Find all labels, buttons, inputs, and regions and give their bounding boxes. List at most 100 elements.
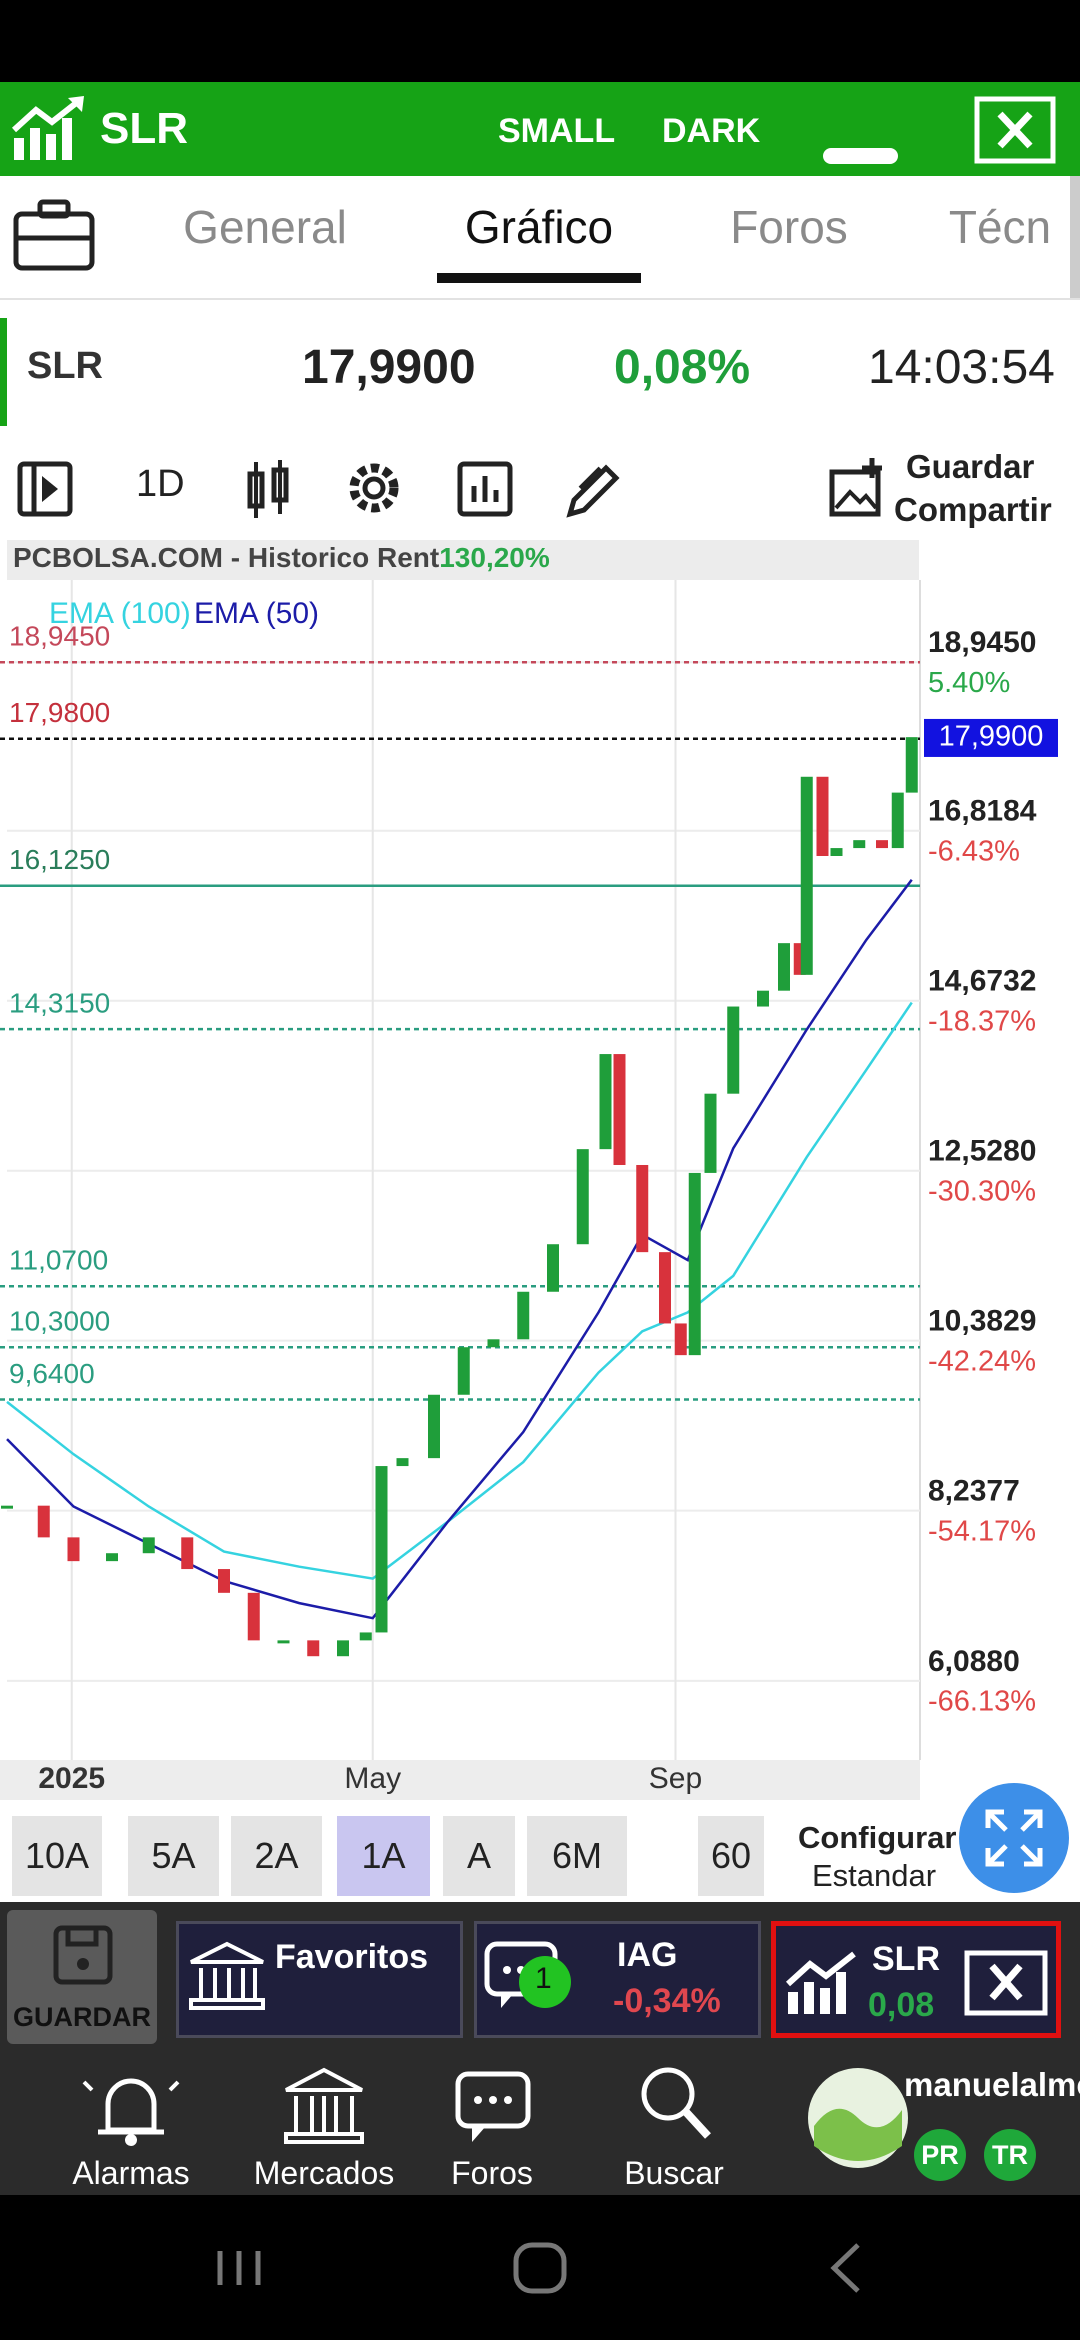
indicators-icon[interactable] bbox=[457, 461, 513, 517]
config-title[interactable]: Configurar bbox=[798, 1820, 957, 1855]
nav-item[interactable]: Mercados bbox=[253, 2155, 395, 2191]
y-tick-change: -66.13% bbox=[928, 1686, 1036, 1718]
close-ticker[interactable] bbox=[964, 1950, 1048, 2016]
period-button[interactable]: 10A bbox=[12, 1816, 102, 1896]
logo-icon bbox=[785, 1951, 856, 2014]
candle bbox=[704, 1093, 717, 1173]
avatar[interactable] bbox=[806, 2066, 910, 2170]
system-nav bbox=[0, 2195, 1080, 2340]
candle bbox=[891, 792, 904, 849]
period-button[interactable]: 1A bbox=[337, 1816, 430, 1896]
quote-marker bbox=[0, 318, 7, 426]
level-label: 16,1250 bbox=[9, 844, 110, 875]
tab[interactable]: Gráfico bbox=[464, 201, 614, 253]
tab[interactable]: Técn bbox=[948, 201, 1052, 253]
ticker-change: -0,34% bbox=[613, 1982, 721, 2020]
nav-icons bbox=[82, 2067, 711, 2146]
size-option[interactable]: SMALL bbox=[498, 112, 616, 150]
header-symbol: SLR bbox=[100, 104, 188, 153]
quote-price: 17,9900 bbox=[302, 341, 476, 394]
candle bbox=[487, 1339, 500, 1348]
candle bbox=[337, 1640, 349, 1657]
save-button[interactable]: GUARDAR bbox=[7, 1910, 157, 2044]
nav-item[interactable]: Buscar bbox=[624, 2155, 724, 2191]
scroll-edge bbox=[1070, 176, 1080, 298]
tab[interactable]: Foros bbox=[730, 201, 848, 253]
badge[interactable]: TR bbox=[984, 2129, 1036, 2181]
draw-icon[interactable] bbox=[566, 464, 620, 518]
recents-button[interactable] bbox=[217, 2251, 261, 2285]
forum-icon bbox=[484, 1941, 571, 2008]
nav-item[interactable]: Alarmas bbox=[72, 2155, 190, 2191]
level-label: 18,9450 bbox=[9, 621, 110, 652]
candle bbox=[517, 1291, 530, 1340]
quote-symbol: SLR bbox=[27, 345, 103, 387]
x-axis-bg bbox=[0, 1760, 920, 1800]
y-tick-change: -42.24% bbox=[928, 1345, 1036, 1377]
logo-icon bbox=[11, 96, 84, 160]
candle bbox=[757, 990, 769, 1007]
config-value[interactable]: Estandar bbox=[812, 1858, 937, 1893]
candles-icon[interactable] bbox=[247, 460, 289, 518]
home-button[interactable] bbox=[513, 2242, 567, 2294]
back-button[interactable] bbox=[830, 2243, 860, 2293]
save-icon bbox=[53, 1925, 113, 1985]
candle bbox=[428, 1394, 440, 1459]
close-button[interactable] bbox=[974, 96, 1056, 164]
ticker-change: 0,08 bbox=[868, 1986, 935, 2024]
candle bbox=[905, 737, 918, 793]
ticker-card[interactable]: 1 IAG -0,34% bbox=[474, 1921, 761, 2038]
snapshot-icon[interactable] bbox=[829, 458, 882, 517]
candle bbox=[778, 943, 790, 991]
candle bbox=[800, 776, 813, 975]
y-tick-change: -30.30% bbox=[928, 1175, 1036, 1207]
y-tick-label: 16,8184 bbox=[928, 795, 1037, 828]
candle bbox=[181, 1537, 194, 1570]
period-button[interactable]: 5A bbox=[128, 1816, 219, 1896]
period-button[interactable]: A bbox=[443, 1816, 515, 1896]
save-label[interactable]: Guardar bbox=[906, 448, 1035, 485]
settings-icon[interactable] bbox=[349, 463, 399, 513]
level-label: 9,6400 bbox=[9, 1358, 95, 1389]
badge[interactable]: PR bbox=[914, 2129, 966, 2181]
candle bbox=[457, 1347, 470, 1395]
status-bar bbox=[0, 0, 1080, 82]
source-text: PCBOLSA.COM - Historico Rent bbox=[13, 542, 439, 573]
nav-item[interactable]: Foros bbox=[451, 2155, 533, 2191]
level-label: 10,3000 bbox=[9, 1306, 110, 1337]
period-button[interactable]: 60 bbox=[698, 1816, 764, 1896]
save-text: GUARDAR bbox=[13, 2002, 151, 2032]
candle bbox=[688, 1172, 701, 1356]
forum-icon bbox=[455, 2071, 531, 2142]
ema-line bbox=[6, 1001, 913, 1580]
share-label[interactable]: Compartir bbox=[894, 491, 1052, 528]
candle bbox=[106, 1553, 118, 1562]
candle bbox=[816, 776, 829, 857]
portfolio-icon[interactable] bbox=[12, 198, 96, 272]
fullscreen-button[interactable] bbox=[958, 1782, 1070, 1894]
level-label: 17,9800 bbox=[9, 697, 110, 728]
interval-button[interactable]: 1D bbox=[136, 463, 185, 505]
tab[interactable]: General bbox=[183, 201, 347, 253]
y-tick-label: 18,9450 bbox=[928, 626, 1036, 659]
level-label: 11,0700 bbox=[9, 1245, 108, 1276]
replay-icon[interactable] bbox=[17, 461, 73, 517]
candle bbox=[830, 848, 843, 857]
candle bbox=[853, 840, 866, 849]
chart-toolbar bbox=[17, 458, 882, 518]
ticker-symbol: SLR bbox=[872, 1940, 940, 1978]
candle bbox=[576, 1149, 589, 1245]
tab-underline bbox=[437, 273, 641, 283]
theme-option[interactable]: DARK bbox=[662, 112, 761, 150]
candle bbox=[727, 1006, 740, 1094]
period-button[interactable]: 6M bbox=[527, 1816, 627, 1896]
favorites-text: Favoritos bbox=[275, 1938, 429, 1976]
y-tick-change: -18.37% bbox=[928, 1005, 1036, 1037]
username[interactable]: manuelalmo bbox=[904, 2066, 1080, 2103]
price-chart: PCBOLSA.COM - Historico Rent130,20% 18,9… bbox=[0, 540, 1058, 1800]
period-button[interactable]: 2A bbox=[231, 1816, 322, 1896]
ticker-card-active[interactable]: SLR 0,08 bbox=[771, 1921, 1061, 2038]
favorites-card[interactable]: Favoritos bbox=[176, 1921, 463, 2038]
